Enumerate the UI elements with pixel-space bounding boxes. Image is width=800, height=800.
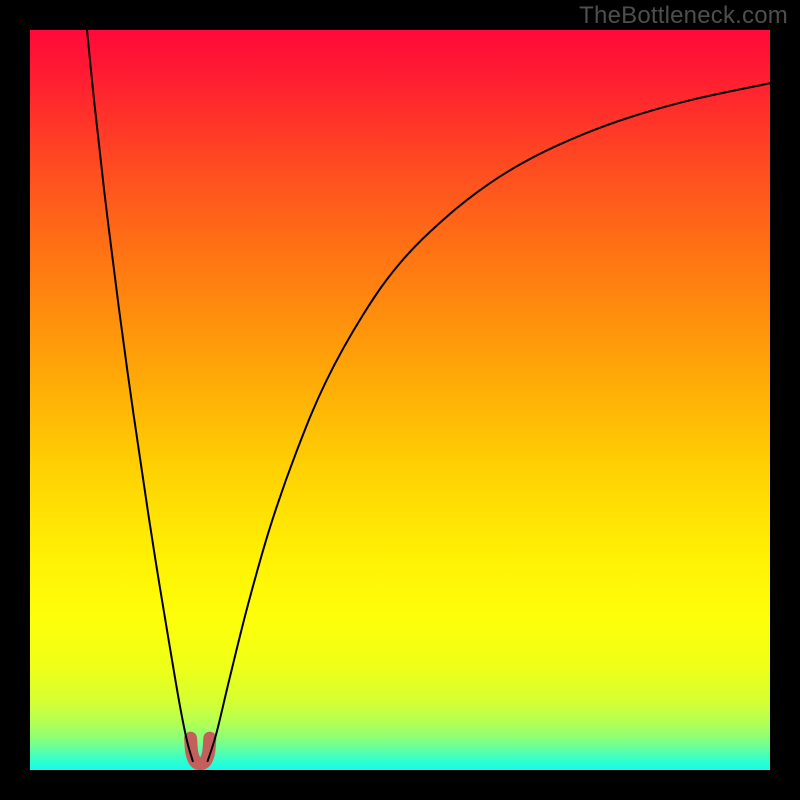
chart-svg (30, 30, 770, 770)
chart-background (30, 30, 770, 770)
plot-area (30, 30, 770, 770)
watermark-label: TheBottleneck.com (579, 2, 788, 30)
